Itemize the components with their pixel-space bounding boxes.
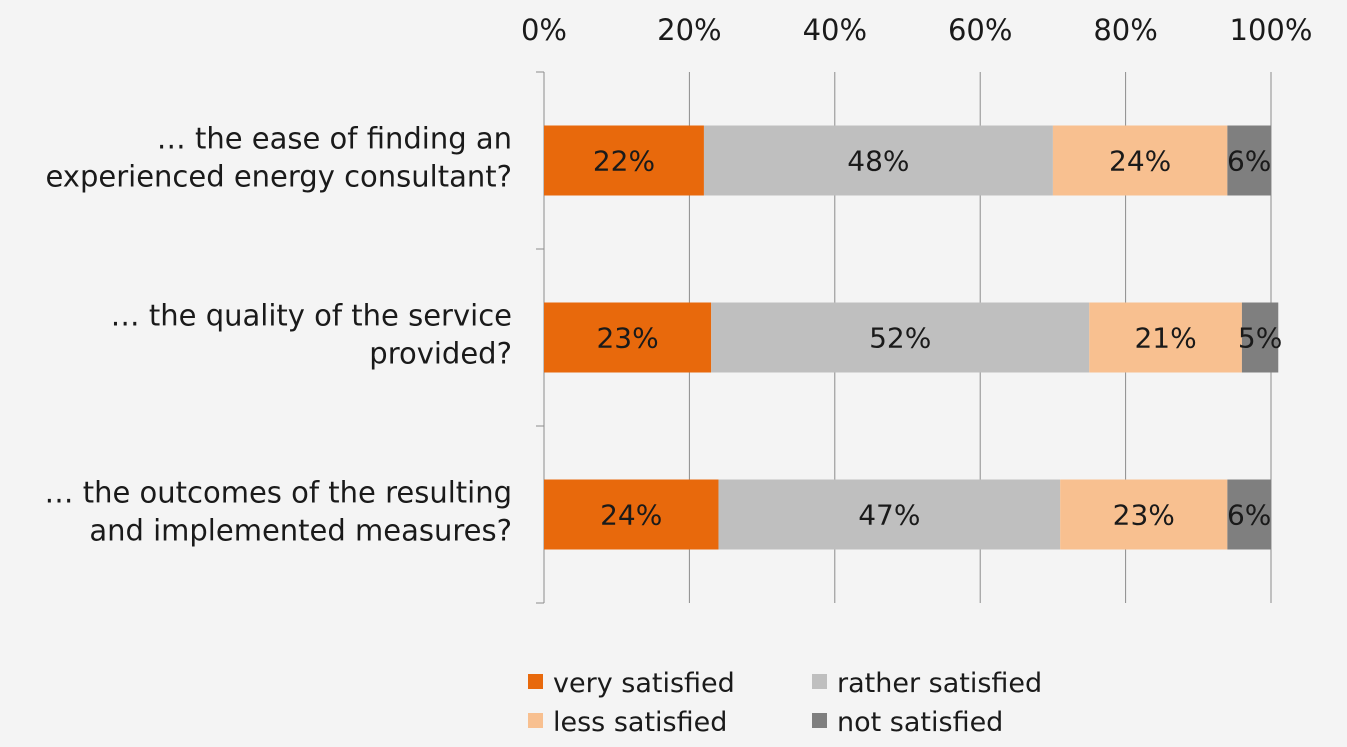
bar-segment [711,302,1090,373]
legend-swatch [812,674,827,689]
legend-label: less satisfied [553,707,727,738]
data-label: 6% [1227,499,1271,532]
data-label: 5% [1238,322,1282,355]
x-tick-label: 20% [657,13,721,47]
x-tick-label: 40% [803,13,867,47]
bar-segment [703,125,1053,196]
bar-segment [1227,479,1271,550]
bar-segment [1060,479,1228,550]
x-tick-label: 0% [521,13,567,47]
legend-swatch [528,674,543,689]
legend-swatch [528,713,543,728]
legend-swatch [812,713,827,728]
category-label: … the ease of finding an [157,122,512,156]
bar-segment [718,479,1061,550]
data-label: 23% [1113,499,1175,532]
data-label: 24% [1109,145,1171,178]
data-label: 47% [858,499,920,532]
category-label: … the quality of the service [111,299,512,333]
category-label: … the outcomes of the resulting [45,476,513,510]
bar-segment [1227,125,1271,196]
data-label: 6% [1227,145,1271,178]
x-tick-label: 80% [1093,13,1157,47]
bar-segment [1089,302,1242,373]
data-label: 48% [847,145,909,178]
bar-segment [1052,125,1228,196]
data-label: 23% [596,322,658,355]
legend-label: very satisfied [553,668,735,699]
bar-segment [1241,302,1279,373]
legend-label: rather satisfied [837,668,1042,699]
category-label: provided? [369,337,512,371]
x-tick-label: 100% [1230,13,1313,47]
bar-segment [544,302,712,373]
bar-segment [544,479,719,550]
data-label: 52% [869,322,931,355]
legend-label: not satisfied [837,707,1003,738]
category-label: and implemented measures? [89,514,512,548]
x-tick-label: 60% [948,13,1012,47]
data-label: 22% [593,145,655,178]
category-label: experienced energy consultant? [45,160,512,194]
bar-segment [544,125,704,196]
data-label: 24% [600,499,662,532]
data-label: 21% [1134,322,1196,355]
